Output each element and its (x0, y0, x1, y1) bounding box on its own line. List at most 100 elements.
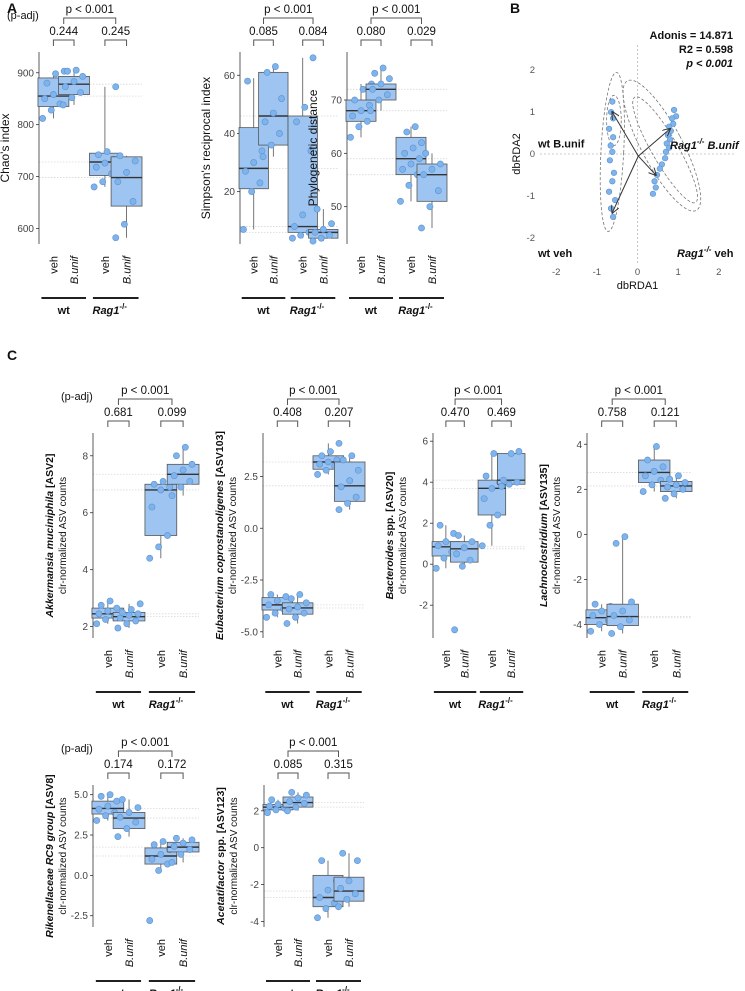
y-tick-label: 0 (530, 149, 535, 160)
data-point (129, 198, 137, 205)
bracket-left (52, 39, 75, 46)
y-tick-label: -2.5 (241, 576, 259, 587)
group-label-rag-superscript: -/- (342, 985, 350, 991)
data-point (173, 834, 180, 842)
data-point (132, 617, 140, 625)
data-point (52, 70, 59, 78)
data-point (337, 884, 344, 892)
y-tick-label: 2 (422, 519, 428, 530)
data-point (587, 627, 595, 635)
y-tick-label: 900 (17, 68, 34, 79)
group-label-rag-superscript: -/- (697, 137, 705, 146)
pvalue-label: p < 0.001 (685, 58, 733, 70)
data-point (113, 797, 121, 805)
data-point (90, 183, 98, 191)
data-point (415, 155, 423, 163)
data-point (106, 791, 114, 799)
data-point (354, 466, 362, 474)
bracket-right (160, 420, 184, 427)
data-point (608, 630, 616, 637)
data-point (322, 905, 330, 912)
data-point (343, 895, 351, 903)
group-label-rag: Rag1-/- (290, 302, 325, 317)
panel-label-c: C (7, 347, 17, 363)
data-point (188, 836, 196, 844)
data-point (344, 500, 351, 507)
bracket-left-label: 0.681 (104, 407, 133, 419)
y-tick-label: 70 (331, 96, 343, 107)
bracket-top-label: p < 0.001 (289, 737, 337, 749)
boxplot-panel-6: -2 0 2 4 6 Bacteroides spp. [ASV20] clr-normal… (384, 385, 526, 711)
data-point (150, 480, 158, 488)
group-label-wt-veh: wt veh (537, 248, 573, 260)
group-label-treatment: veh (711, 248, 733, 260)
data-point (77, 89, 84, 96)
data-point (458, 562, 466, 570)
data-point (426, 203, 434, 211)
bracket-left-label: 0.408 (273, 407, 302, 419)
data-point (114, 833, 122, 841)
data-point (346, 477, 354, 485)
data-point (436, 160, 444, 168)
data-point (59, 101, 67, 109)
y-tick-label: 600 (17, 224, 34, 235)
data-point (261, 118, 269, 126)
data-point (513, 478, 521, 486)
bracket-top (287, 750, 339, 757)
data-point (324, 886, 332, 894)
bracket-right (160, 772, 184, 779)
y-axis-label-suffix: [ASV8] (44, 774, 56, 811)
data-point (460, 544, 468, 552)
group-label-rag-superscript: -/- (425, 302, 433, 311)
data-point (296, 591, 304, 598)
data-point (357, 107, 365, 115)
boxplot-panel-2: 50 60 70 Phylogenetic distance veh B.unif veh B… (306, 4, 448, 317)
data-point (240, 226, 247, 233)
bracket-left-label: 0.174 (104, 759, 133, 771)
data-point (399, 165, 406, 173)
data-point (123, 825, 131, 832)
data-point (113, 604, 121, 612)
data-point (263, 613, 270, 621)
data-point (292, 803, 300, 811)
group-label-rag-name: Rag1 (93, 305, 120, 317)
data-point (314, 471, 321, 478)
data-point (314, 914, 321, 922)
data-point (482, 472, 490, 480)
data-point (591, 600, 599, 608)
data-point (661, 494, 669, 502)
group-label-rag-name: Rag1 (149, 988, 176, 991)
data-point (259, 153, 267, 161)
data-point (351, 96, 359, 104)
data-point (116, 152, 124, 160)
data-point (488, 484, 496, 492)
data-point (335, 439, 343, 447)
confidence-ellipse (622, 79, 702, 212)
data-point (263, 68, 271, 76)
data-point (288, 788, 296, 796)
data-point (326, 231, 333, 239)
data-point (347, 133, 354, 141)
ordination-panel: -2 -1 0 1 2 -2 -1 0 1 2 dbRDA1 dbRDA2 Adonis = 14.87… (511, 30, 740, 292)
data-point (681, 479, 689, 486)
bracket-top (263, 17, 314, 24)
data-point (316, 894, 323, 901)
data-point (294, 794, 302, 802)
data-point (596, 621, 603, 628)
data-point (383, 91, 391, 99)
bracket-right-label: 0.245 (101, 26, 130, 38)
category-label: veh (103, 650, 115, 668)
x-tick-label: -2 (552, 267, 560, 278)
y-tick-label: -5.0 (241, 627, 259, 638)
group-label-rag-superscript: -/- (317, 302, 325, 311)
bracket-left (107, 772, 130, 779)
data-point (95, 151, 102, 159)
bracket-right (327, 772, 350, 779)
data-point (271, 63, 279, 70)
data-point (434, 542, 442, 550)
data-point (289, 234, 296, 242)
category-label: B.unif (293, 649, 305, 678)
data-point (93, 817, 101, 824)
data-point (268, 796, 276, 804)
data-point (639, 488, 647, 495)
